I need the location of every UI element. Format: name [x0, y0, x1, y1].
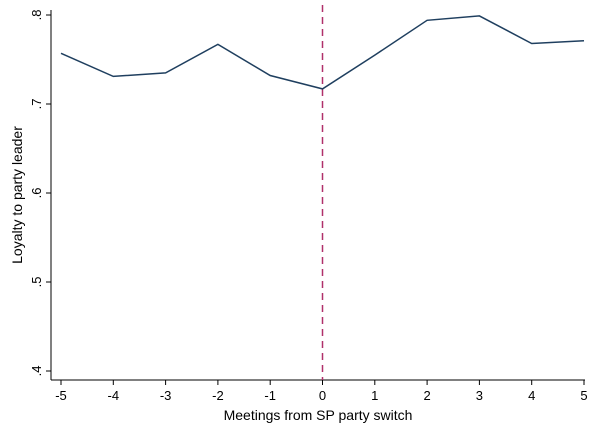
x-tick-label: 3 — [476, 388, 483, 403]
y-tick-label: .7 — [29, 99, 44, 110]
x-tick-label: -3 — [160, 388, 172, 403]
x-tick-label: -4 — [108, 388, 120, 403]
y-ticks: .4 .5 .6 .7 .8 — [29, 10, 51, 377]
y-tick-label: .8 — [29, 10, 44, 21]
x-axis-title: Meetings from SP party switch — [224, 407, 413, 423]
x-tick-label: 5 — [580, 388, 587, 403]
x-tick-label: -5 — [55, 388, 67, 403]
x-ticks: -5 -4 -3 -2 -1 0 1 2 3 4 5 — [55, 380, 588, 403]
x-tick-label: 4 — [528, 388, 535, 403]
x-tick-label: 2 — [423, 388, 430, 403]
plot-area: .4 .5 .6 .7 .8 -5 -4 -3 -2 -1 0 1 2 3 4 5 — [29, 5, 588, 403]
x-tick-label: -1 — [264, 388, 276, 403]
y-tick-label: .5 — [29, 277, 44, 288]
y-tick-label: .6 — [29, 188, 44, 199]
x-tick-label: 0 — [319, 388, 326, 403]
x-tick-label: 1 — [371, 388, 378, 403]
y-tick-label: .4 — [29, 366, 44, 377]
x-tick-label: -2 — [212, 388, 224, 403]
series-line-loyalty — [60, 15, 585, 90]
y-axis-title: Loyalty to party leader — [9, 126, 25, 264]
